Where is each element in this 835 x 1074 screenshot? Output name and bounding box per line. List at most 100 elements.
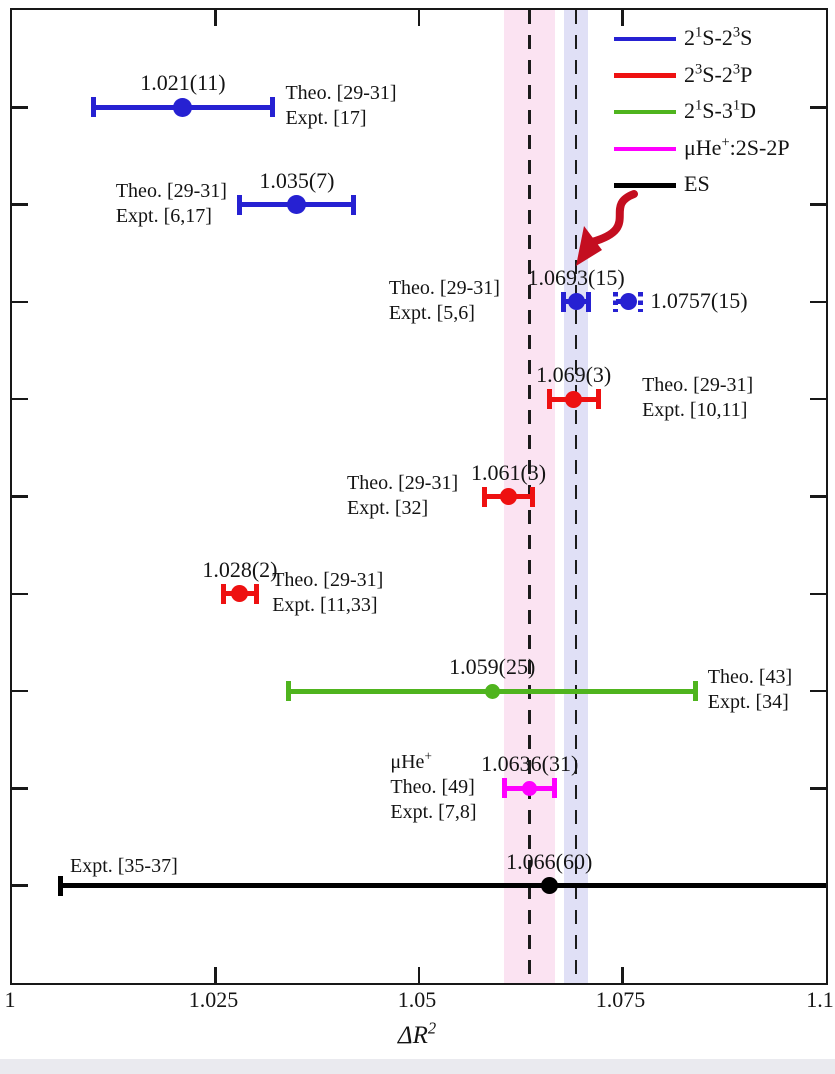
value-label: 1.035(7) (259, 167, 335, 193)
error-bar-cap-right (269, 97, 275, 118)
reference-citation-line: Expt. [35-37] (70, 854, 178, 877)
x-tick-bottom (621, 967, 624, 983)
data-point-marker (522, 780, 538, 796)
reference-citations: Theo. [29-31] Expt. [5,6] (389, 276, 500, 326)
legend-entry-label: μHe+:2S-2P (684, 134, 790, 160)
error-bar-cap-left (221, 583, 227, 604)
y-tick-right (810, 787, 826, 790)
reference-citation-line: Theo. [49] (390, 775, 475, 798)
reference-citation-line: Theo. [43] (707, 666, 793, 689)
x-tick-top (621, 10, 624, 26)
y-tick-right (810, 495, 826, 498)
reference-citations: Theo. [43] Expt. [34] (708, 665, 792, 715)
legend-swatch-line (614, 36, 676, 42)
error-bar-cap-left (237, 194, 243, 215)
x-tick-top (214, 10, 217, 26)
value-label: 1.0636(31) (481, 751, 579, 777)
data-point-marker (173, 97, 193, 117)
value-label: 1.069(3) (536, 362, 612, 388)
error-bar-cap-right (595, 389, 601, 410)
y-tick-right (810, 397, 826, 401)
x-tick-top (417, 10, 421, 26)
y-tick-left (12, 300, 28, 304)
reference-citations: Theo. [29-31] Expt. [6,17] (116, 179, 227, 229)
error-bar-cap-left (286, 681, 292, 702)
y-tick-left (12, 495, 28, 498)
value-label: 1.0757(15) (650, 287, 748, 313)
legend-entry-label: 23S-23P (684, 61, 753, 87)
value-label: 1.066(60) (506, 848, 593, 874)
reference-citation-line: Expt. [17] (285, 107, 367, 130)
x-axis-tick-labels: 1 1.025 1.05 1.075 1.1 (0, 987, 835, 1015)
reference-citation-line: Expt. [32] (347, 496, 429, 519)
value-label: 1.061(3) (470, 459, 547, 485)
y-tick-left (12, 787, 28, 790)
plot-frame: 1.021(11) Theo. [29-31] Expt. [17] 1.035(7)… (10, 8, 828, 985)
error-bar-cap-right (351, 194, 357, 215)
error-bar-cap-left (561, 291, 567, 312)
reference-citation-line: Expt. [34] (707, 691, 789, 714)
error-bar-cap-right (585, 291, 591, 312)
reference-citation-line: Expt. [11,33] (272, 593, 378, 616)
y-tick-left (12, 689, 28, 693)
y-tick-right (810, 203, 826, 206)
legend-entry-label: ES (684, 171, 710, 197)
reference-citation-line: Theo. [29-31] (347, 471, 459, 494)
reference-citation-line: Theo. [29-31] (642, 374, 754, 397)
reference-citations: Theo. [29-31] Expt. [11,33] (272, 568, 383, 618)
data-point-marker (619, 293, 637, 311)
reference-citation-line: Theo. [29-31] (115, 179, 227, 202)
value-label: 1.059(25) (449, 654, 536, 680)
error-bar-cap-right (693, 681, 699, 702)
legend-entry-label: 21S-23S (684, 24, 753, 50)
reference-citations: μHe+ Theo. [49] Expt. [7,8] (390, 748, 476, 825)
data-point-marker (567, 293, 585, 311)
legend-swatch-line (614, 109, 676, 115)
error-bar-cap-right (253, 583, 259, 604)
x-axis-label: ΔR2 (397, 1018, 437, 1049)
y-tick-left (12, 592, 28, 596)
x-tick-label: 1 (4, 987, 16, 1012)
y-tick-left (12, 203, 28, 206)
value-label: 1.0693(15) (527, 264, 625, 290)
reference-citation-line: Expt. [10,11] (642, 399, 748, 422)
error-bar-cap-right (530, 486, 536, 507)
y-tick-left (12, 106, 28, 109)
y-tick-right (810, 106, 826, 109)
page-bottom-strip (0, 1059, 835, 1074)
legend-swatch-line (614, 183, 676, 188)
error-bar-cap-left (546, 389, 552, 410)
reference-citation-line: Theo. [29-31] (272, 568, 384, 591)
reference-citation-line: μHe+ (390, 748, 432, 773)
error-bar (60, 883, 826, 889)
reference-citations: Theo. [29-31] Expt. [32] (347, 471, 458, 521)
error-bar-cap-left (481, 486, 487, 507)
reference-citation-line: Theo. [29-31] (285, 82, 397, 105)
data-point-marker (565, 390, 583, 408)
data-point-marker (540, 877, 558, 895)
error-bar-cap-left (58, 875, 64, 896)
data-point-marker (287, 195, 307, 215)
data-point-marker (231, 585, 249, 603)
reference-citations: Theo. [29-31] Expt. [17] (285, 81, 396, 131)
data-point-marker (500, 488, 518, 505)
legend-swatch-line (614, 146, 676, 152)
y-tick-left (12, 884, 28, 887)
data-point-marker (484, 683, 500, 699)
reference-citations: Expt. [35-37] (70, 854, 178, 879)
y-tick-right (810, 300, 826, 304)
reference-citation-line: Expt. [6,17] (115, 204, 212, 227)
error-bar-cap-right (637, 291, 643, 312)
x-tick-bottom (417, 967, 421, 983)
x-tick-bottom (214, 967, 217, 983)
y-tick-right (810, 689, 826, 693)
x-tick-label: 1.075 (595, 987, 646, 1012)
y-tick-right (810, 592, 826, 596)
error-bar-cap-right (552, 778, 558, 799)
legend-entry-label: 21S-31D (684, 97, 756, 124)
value-label: 1.021(11) (140, 70, 226, 96)
x-tick-label: 1.1 (806, 987, 834, 1012)
x-tick-label: 1.025 (188, 987, 239, 1012)
error-bar-cap-left (613, 291, 619, 312)
